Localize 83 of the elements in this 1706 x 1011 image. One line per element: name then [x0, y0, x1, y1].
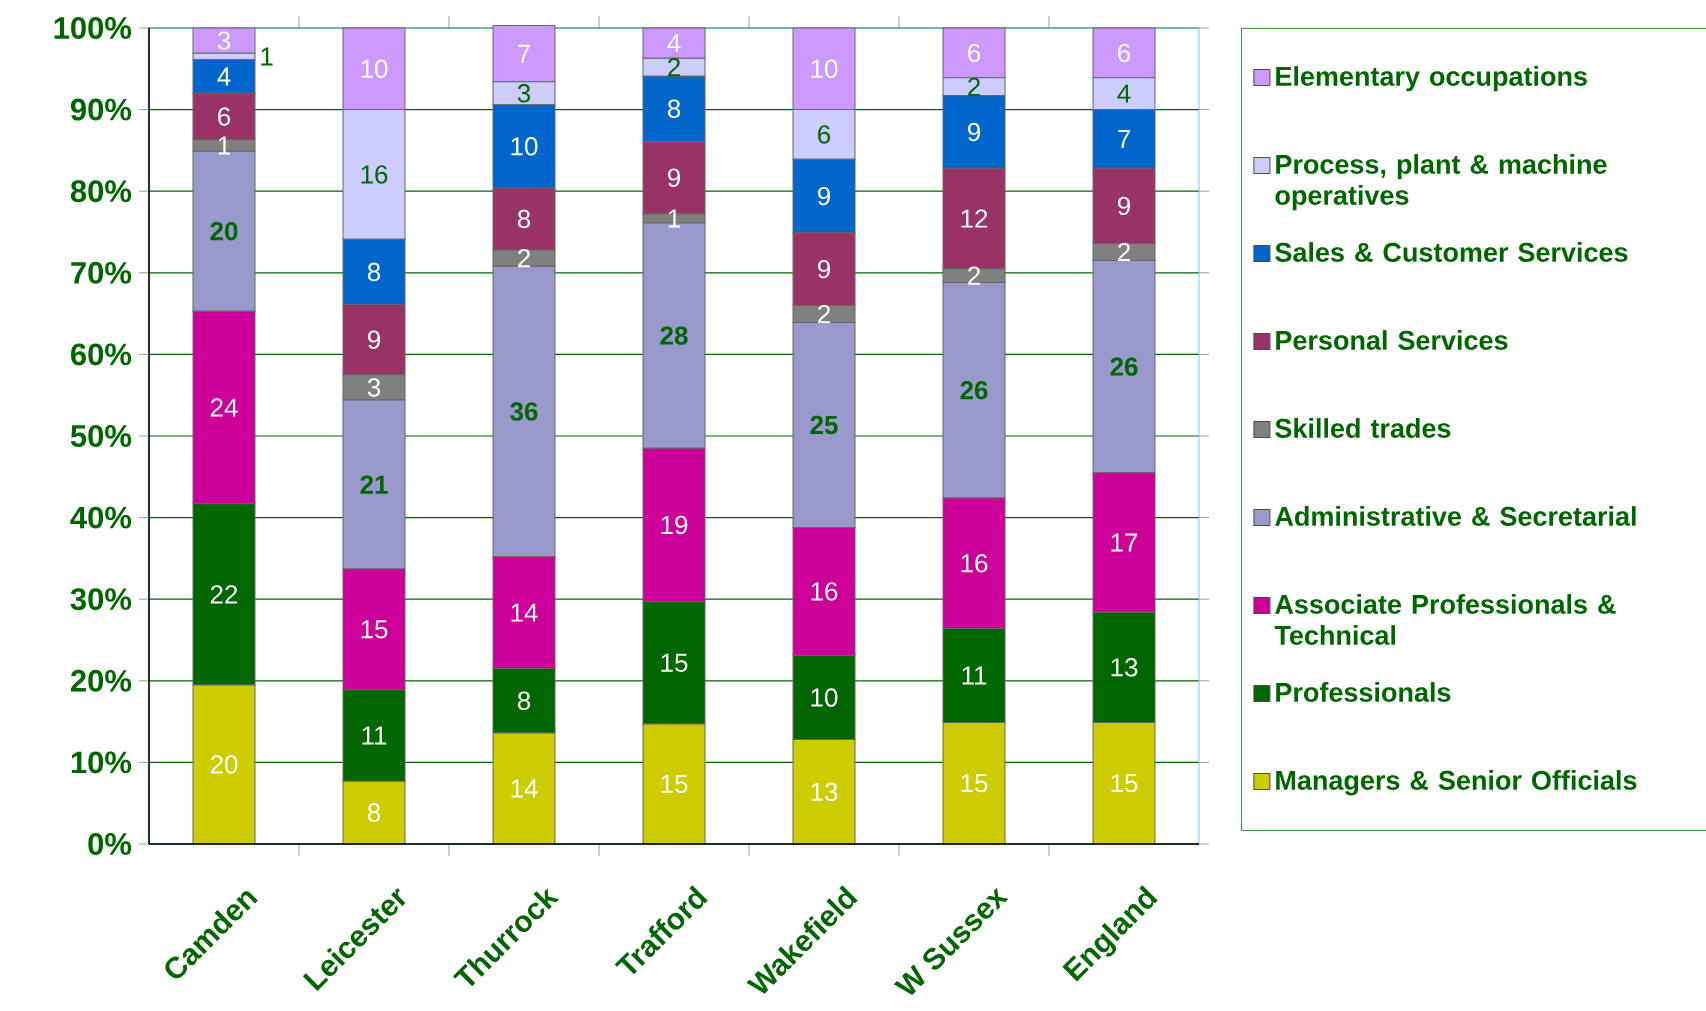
data-label: 28 [660, 326, 688, 345]
y-tick-label: 100% [54, 17, 132, 39]
legend-label: Administrative & Secretarial [1275, 506, 1636, 526]
y-tick-label: 80% [70, 180, 132, 203]
data-label: 17 [1111, 533, 1138, 552]
data-label: 8 [367, 803, 381, 822]
data-label: 8 [517, 209, 531, 229]
data-label: 6 [968, 43, 981, 63]
data-label: 1 [261, 47, 273, 66]
data-label: 11 [362, 726, 387, 745]
data-label: 9 [968, 122, 981, 142]
data-label: 2 [968, 266, 980, 285]
data-label: 9 [668, 168, 681, 187]
data-label: 9 [818, 186, 831, 206]
data-label: 15 [661, 774, 688, 794]
data-label: 6 [218, 107, 231, 126]
data-label: 2 [968, 77, 980, 96]
data-label: 16 [811, 582, 838, 601]
data-label: 25 [810, 415, 838, 435]
data-label: 13 [1111, 658, 1138, 677]
y-tick-label: 90% [70, 98, 132, 121]
data-label: 3 [517, 84, 531, 103]
legend-label: Personal Services [1276, 330, 1508, 350]
data-label: 6 [818, 125, 831, 144]
data-label: 2 [518, 249, 530, 268]
data-label: 20 [210, 221, 238, 241]
data-label: 16 [961, 554, 988, 573]
y-tick-label: 0% [88, 833, 132, 855]
data-label: 1 [668, 209, 680, 228]
y-tick-label: 60% [71, 343, 132, 366]
data-label: 2 [668, 58, 680, 77]
data-label: 15 [361, 620, 388, 639]
data-label: 10 [811, 59, 838, 78]
data-label: 2 [818, 304, 830, 324]
data-label: 14 [511, 779, 538, 798]
data-label: 24 [210, 398, 238, 417]
data-label: 26 [960, 381, 988, 400]
data-label: 21 [360, 475, 388, 494]
data-label: 15 [1111, 774, 1138, 793]
data-label: 2 [1118, 242, 1130, 262]
data-label: 1 [218, 136, 230, 155]
legend-label: Professionals [1276, 682, 1451, 702]
data-label: 3 [217, 31, 231, 50]
y-tick-label: 10% [71, 751, 132, 774]
y-tick-label: 30% [70, 588, 132, 611]
data-label: 3 [367, 378, 381, 397]
data-label: 9 [818, 259, 831, 279]
data-label: 8 [667, 99, 681, 118]
data-label: 4 [667, 34, 681, 53]
y-tick-label: 20% [70, 669, 132, 692]
data-label: 15 [961, 774, 988, 793]
legend-label: Managers & Senior Officials [1276, 770, 1637, 796]
legend-label: Associate Professionals & Technical [1274, 594, 1616, 645]
data-label: 10 [361, 59, 388, 78]
data-label: 19 [661, 515, 688, 535]
data-label: 8 [517, 691, 531, 710]
data-label: 10 [811, 688, 838, 707]
data-label: 20 [210, 755, 238, 774]
data-label: 12 [961, 209, 988, 228]
data-label: 11 [962, 666, 987, 685]
data-label: 4 [217, 67, 231, 86]
legend-label: Elementary occupations [1276, 66, 1587, 92]
y-tick-label: 70% [71, 261, 132, 284]
data-label: 9 [368, 330, 381, 349]
y-tick-label: 50% [70, 425, 132, 447]
data-label: 36 [510, 402, 538, 421]
data-label: 14 [511, 603, 538, 622]
legend-label: Process, plant & machine operatives [1275, 154, 1607, 211]
data-label: 10 [511, 137, 538, 156]
data-label: 15 [661, 653, 688, 672]
y-tick-label: 40% [70, 506, 132, 529]
data-label: 6 [1118, 43, 1131, 63]
data-label: 9 [1118, 196, 1131, 216]
data-label: 22 [210, 585, 238, 604]
data-label: 26 [1110, 357, 1138, 376]
data-label: 7 [1118, 130, 1130, 148]
data-label: 16 [361, 165, 388, 184]
legend-label: Sales & Customer Services [1275, 242, 1628, 262]
data-label: 8 [367, 262, 381, 282]
data-label: 13 [811, 782, 838, 801]
data-label: 4 [1117, 84, 1131, 103]
data-label: 7 [518, 44, 530, 63]
legend-label: Skilled trades [1275, 418, 1451, 438]
